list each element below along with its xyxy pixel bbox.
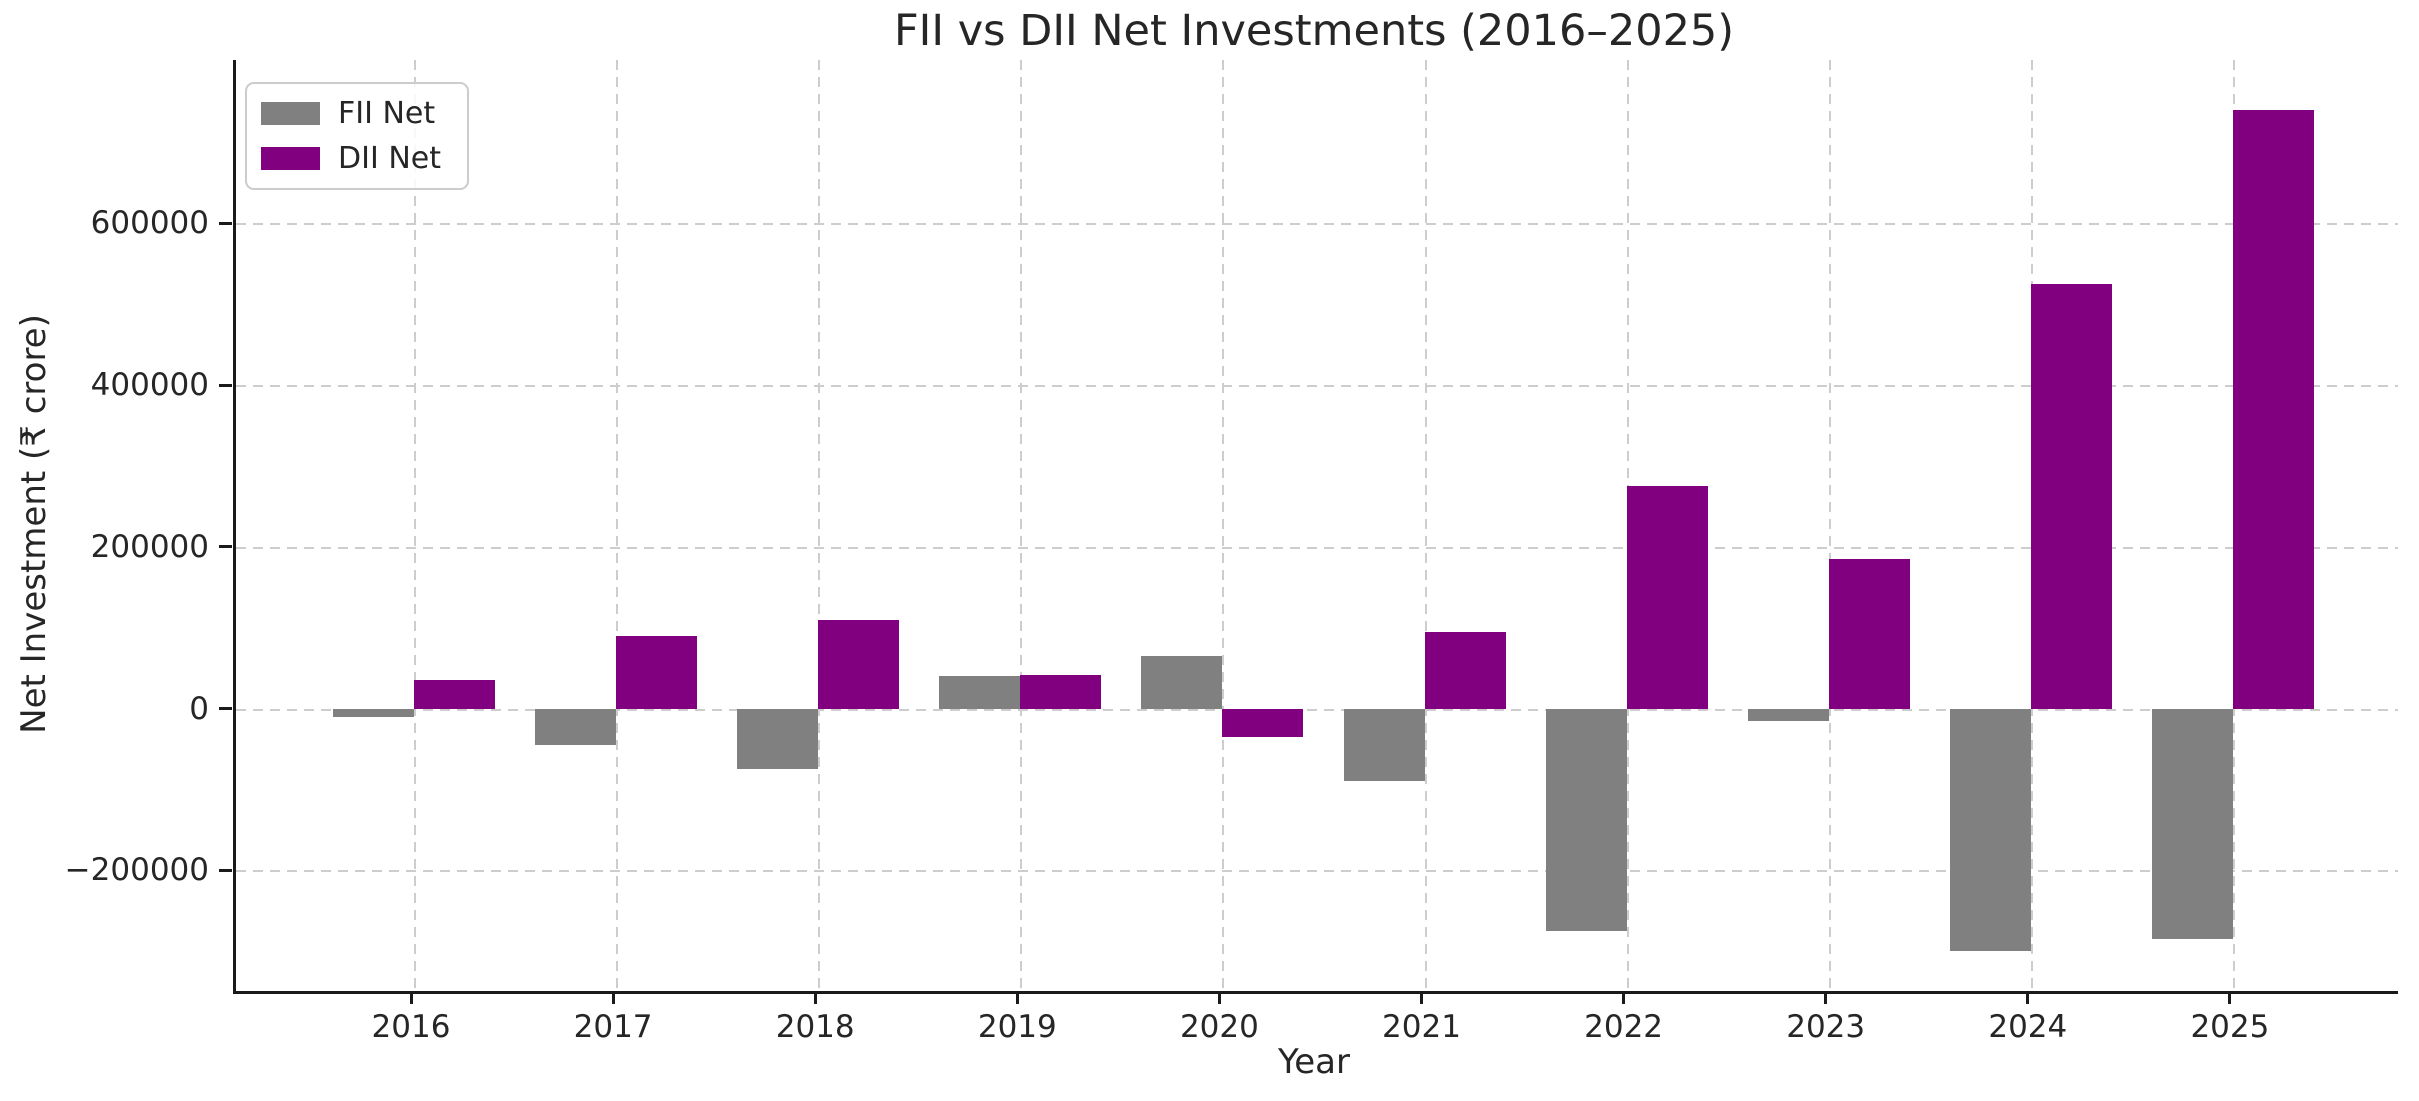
bar-fii-2021: [1343, 708, 1425, 782]
y-tick-mark: [219, 707, 232, 711]
v-gridline: [1828, 60, 1831, 991]
v-gridline: [616, 60, 619, 991]
x-tick-label: 2019: [977, 1009, 1057, 1045]
y-tick-label: 200000: [90, 528, 209, 565]
bar-fii-2023: [1747, 708, 1829, 721]
bar-dii-2018: [818, 619, 900, 709]
y-axis-label: Net Investment (₹ crore): [14, 314, 54, 734]
x-tick-mark: [409, 991, 413, 1004]
v-gridline: [1424, 60, 1427, 991]
y-tick-label: 400000: [90, 367, 209, 404]
x-tick-label: 2021: [1382, 1009, 1461, 1045]
bar-fii-2022: [1545, 708, 1627, 931]
y-tick-mark: [219, 868, 232, 872]
v-gridline: [1222, 60, 1225, 991]
x-tick-label: 2022: [1584, 1009, 1664, 1045]
x-tick-label: 2020: [1179, 1009, 1259, 1045]
bar-dii-2020: [1222, 708, 1304, 737]
x-tick-label: 2025: [2190, 1009, 2270, 1045]
x-tick-mark: [1015, 991, 1019, 1004]
bar-dii-2021: [1424, 631, 1506, 709]
x-tick-label: 2016: [371, 1009, 451, 1045]
y-tick-label: −200000: [64, 852, 209, 889]
bar-fii-2018: [737, 708, 819, 770]
bar-fii-2025: [2151, 708, 2233, 940]
y-tick-mark: [219, 545, 232, 549]
bar-dii-2025: [2232, 110, 2314, 709]
h-gridline: [236, 546, 2398, 549]
bar-dii-2023: [1828, 559, 1910, 709]
y-tick-label: 600000: [90, 205, 209, 242]
fii-legend-swatch: [261, 102, 320, 125]
h-gridline: [236, 385, 2398, 388]
bar-fii-2019: [939, 676, 1021, 709]
x-tick-mark: [1824, 991, 1828, 1004]
bar-dii-2017: [616, 635, 698, 709]
h-gridline: [236, 708, 2398, 711]
legend-item-dii: DII Net: [261, 141, 441, 176]
y-tick-label: 0: [189, 690, 209, 727]
x-tick-label: 2017: [573, 1009, 653, 1045]
bar-fii-2016: [333, 708, 414, 717]
bar-dii-2016: [414, 680, 495, 709]
x-tick-mark: [2228, 991, 2232, 1004]
bar-fii-2017: [535, 708, 617, 745]
v-gridline: [1020, 60, 1023, 991]
h-gridline: [236, 870, 2398, 873]
x-tick-mark: [1217, 991, 1221, 1004]
bar-fii-2020: [1141, 656, 1223, 709]
x-tick-mark: [611, 991, 615, 1004]
y-tick-mark: [219, 221, 232, 225]
x-axis-label: Year: [1278, 1042, 1350, 1082]
y-tick-mark: [219, 383, 232, 387]
plot-area: FII Net DII Net: [233, 60, 2398, 994]
x-tick-mark: [2026, 991, 2030, 1004]
v-gridline: [818, 60, 821, 991]
bar-dii-2024: [2030, 284, 2112, 709]
v-gridline: [414, 60, 416, 991]
x-tick-mark: [813, 991, 817, 1004]
x-tick-label: 2024: [1988, 1009, 2068, 1045]
x-tick-label: 2023: [1786, 1009, 1866, 1045]
x-tick-mark: [1420, 991, 1423, 1004]
dii-legend-swatch: [261, 147, 320, 170]
h-gridline: [236, 223, 2398, 226]
x-tick-mark: [1622, 991, 1626, 1004]
bar-dii-2019: [1020, 674, 1102, 709]
dii-legend-label: DII Net: [338, 141, 441, 176]
fii-legend-label: FII Net: [338, 96, 436, 131]
bar-dii-2022: [1626, 486, 1708, 709]
chart-title: FII vs DII Net Investments (2016–2025): [893, 6, 1735, 56]
bar-fii-2024: [1949, 708, 2031, 952]
legend: FII Net DII Net: [245, 82, 469, 190]
x-tick-label: 2018: [775, 1009, 855, 1045]
legend-item-fii: FII Net: [261, 96, 441, 131]
